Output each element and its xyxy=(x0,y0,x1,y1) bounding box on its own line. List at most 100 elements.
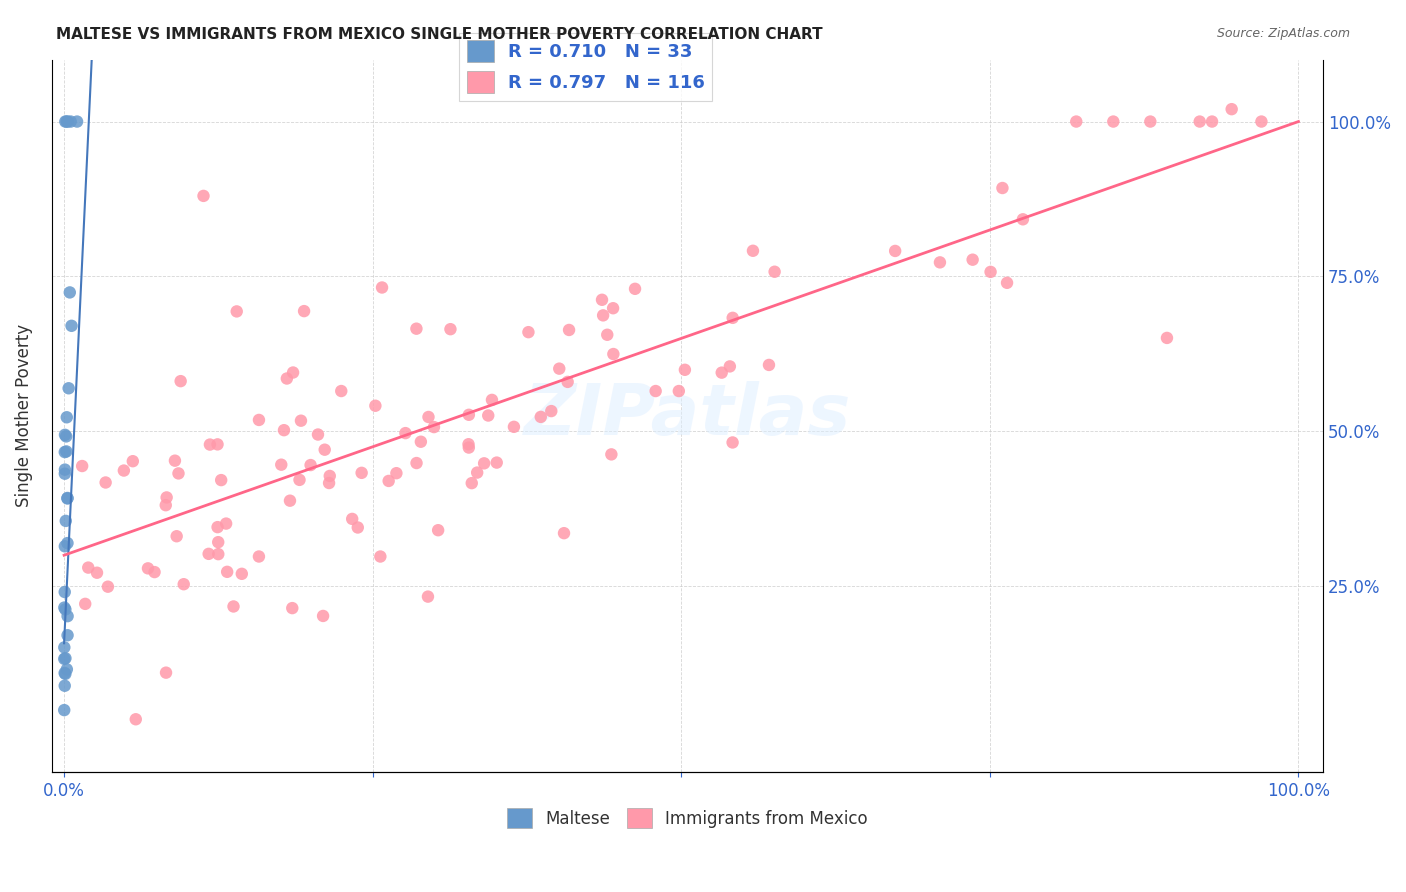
Point xyxy=(53,665,76,680)
Point xyxy=(299,458,322,472)
Point xyxy=(125,712,148,726)
Point xyxy=(929,255,952,269)
Point xyxy=(56,536,79,550)
Point xyxy=(477,409,499,423)
Point xyxy=(207,535,229,549)
Point xyxy=(58,381,80,395)
Point xyxy=(1188,114,1211,128)
Text: ZIPatlas: ZIPatlas xyxy=(524,381,851,450)
Point xyxy=(591,293,613,307)
Point xyxy=(163,453,186,467)
Point xyxy=(558,323,581,337)
Point xyxy=(53,467,76,481)
Point xyxy=(288,473,311,487)
Point xyxy=(166,529,188,543)
Point xyxy=(1250,114,1272,128)
Point xyxy=(644,384,666,398)
Point xyxy=(1156,331,1178,345)
Point xyxy=(55,410,77,425)
Point xyxy=(596,327,619,342)
Point xyxy=(97,580,120,594)
Point xyxy=(270,458,292,472)
Point xyxy=(167,467,190,481)
Point xyxy=(980,265,1002,279)
Point xyxy=(53,600,76,615)
Point xyxy=(340,512,363,526)
Point xyxy=(225,304,247,318)
Point xyxy=(457,408,479,422)
Point xyxy=(207,437,229,451)
Point xyxy=(673,363,696,377)
Point xyxy=(1220,102,1243,116)
Point xyxy=(763,265,786,279)
Point xyxy=(281,366,304,380)
Point xyxy=(292,304,315,318)
Point xyxy=(718,359,741,374)
Point xyxy=(465,466,488,480)
Point xyxy=(553,526,575,541)
Point xyxy=(1012,212,1035,227)
Point xyxy=(385,466,408,480)
Point xyxy=(427,523,450,537)
Point xyxy=(721,310,744,325)
Point xyxy=(330,384,353,398)
Point xyxy=(1064,114,1087,128)
Point xyxy=(60,318,83,333)
Point xyxy=(121,454,143,468)
Point xyxy=(461,476,484,491)
Point xyxy=(143,565,166,579)
Point xyxy=(53,679,76,693)
Point xyxy=(231,566,253,581)
Point xyxy=(503,420,526,434)
Point xyxy=(668,384,690,398)
Point xyxy=(314,442,336,457)
Point xyxy=(602,347,624,361)
Point xyxy=(59,114,82,128)
Point xyxy=(409,434,432,449)
Point xyxy=(318,476,340,491)
Point xyxy=(247,549,270,564)
Point xyxy=(530,409,553,424)
Point xyxy=(75,597,97,611)
Point xyxy=(884,244,907,258)
Point xyxy=(364,399,387,413)
Point xyxy=(56,628,79,642)
Point xyxy=(517,325,540,339)
Point xyxy=(602,301,624,316)
Point xyxy=(1201,114,1223,128)
Point xyxy=(312,609,335,624)
Point xyxy=(209,473,232,487)
Point xyxy=(53,427,76,442)
Point xyxy=(273,423,295,437)
Point xyxy=(742,244,765,258)
Point xyxy=(193,189,215,203)
Point xyxy=(56,114,79,128)
Point xyxy=(416,590,439,604)
Point xyxy=(962,252,984,267)
Point xyxy=(457,441,479,455)
Point xyxy=(70,458,93,473)
Point xyxy=(439,322,461,336)
Point xyxy=(77,560,100,574)
Legend: Maltese, Immigrants from Mexico: Maltese, Immigrants from Mexico xyxy=(501,801,875,835)
Point xyxy=(198,437,221,451)
Text: MALTESE VS IMMIGRANTS FROM MEXICO SINGLE MOTHER POVERTY CORRELATION CHART: MALTESE VS IMMIGRANTS FROM MEXICO SINGLE… xyxy=(56,27,823,42)
Point xyxy=(394,426,416,441)
Point xyxy=(215,516,238,531)
Point xyxy=(307,427,329,442)
Point xyxy=(59,285,82,300)
Point xyxy=(53,602,76,616)
Point xyxy=(53,652,76,666)
Point xyxy=(53,114,76,128)
Point xyxy=(319,469,342,483)
Point xyxy=(207,520,229,534)
Point xyxy=(600,447,623,461)
Point xyxy=(155,665,177,680)
Point xyxy=(53,640,76,655)
Point xyxy=(710,366,733,380)
Point xyxy=(53,703,76,717)
Point xyxy=(66,114,89,128)
Point xyxy=(156,491,179,505)
Point xyxy=(56,662,79,676)
Point xyxy=(197,547,219,561)
